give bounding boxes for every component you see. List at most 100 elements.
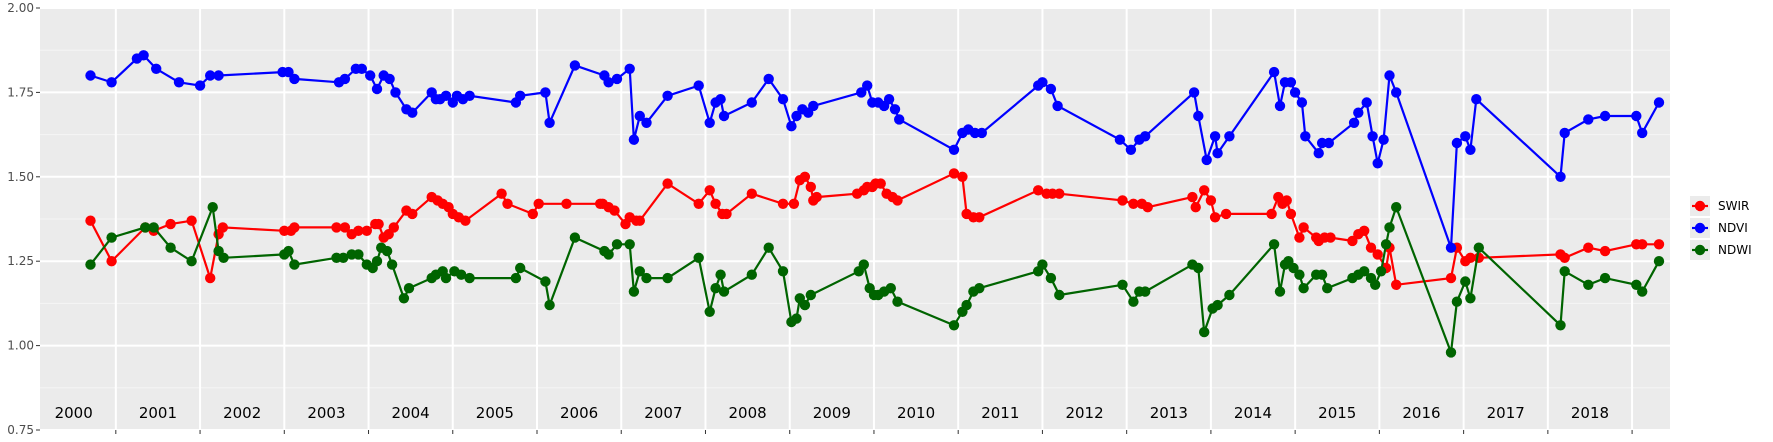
data-point-ndvi (808, 100, 819, 112)
data-point-ndwi (1322, 283, 1333, 294)
data-point-swir (1298, 222, 1309, 233)
year-label: 2005 (476, 404, 514, 422)
data-point-ndwi (440, 272, 452, 284)
data-point-swir (361, 225, 372, 236)
data-point-ndvi (1313, 148, 1324, 159)
data-point-ndvi (1471, 94, 1482, 105)
data-point-swir (561, 198, 572, 209)
data-point-swir (1365, 242, 1377, 253)
data-point-ndvi (611, 73, 623, 85)
data-point-swir (407, 208, 418, 220)
data-point-ndvi (786, 121, 797, 132)
data-point-ndvi (662, 90, 673, 102)
year-label: 2014 (1234, 404, 1272, 422)
data-point-ndwi (715, 269, 726, 280)
data-point-ndwi (1465, 293, 1476, 304)
data-point-ndwi (693, 252, 704, 263)
data-point-ndwi (1045, 272, 1057, 284)
data-point-ndvi (763, 73, 774, 85)
data-point-ndvi (356, 63, 367, 74)
data-point-swir (1033, 185, 1044, 196)
data-point-swir (1465, 252, 1476, 263)
year-label: 2018 (1571, 404, 1609, 422)
data-point-swir (1220, 208, 1232, 220)
data-point-swir (106, 256, 117, 267)
year-labels: 2000 2001 2002 2003 2004 2005 2006 2007 2008 2009… (55, 404, 1609, 422)
data-point-ndwi (398, 293, 410, 304)
data-point-ndvi (289, 73, 300, 85)
data-point-ndwi (1037, 259, 1048, 270)
y-tick-label: 1.00 (7, 339, 34, 353)
data-point-ndvi (976, 127, 987, 139)
data-point-ndvi (1274, 100, 1286, 112)
y-tick-label: 1.75 (7, 85, 34, 99)
data-point-ndvi (1052, 100, 1063, 112)
data-point-ndvi (1209, 131, 1221, 142)
data-point-ndwi (624, 239, 635, 250)
data-point-ndvi (715, 94, 726, 105)
data-point-swir (1347, 235, 1358, 247)
data-point-ndwi (1298, 283, 1309, 294)
data-point-swir (1281, 195, 1292, 206)
data-point-ndwi (218, 252, 229, 263)
data-point-ndwi (1631, 279, 1642, 290)
data-point-swir (205, 272, 216, 284)
data-point-ndvi (1212, 148, 1223, 159)
data-point-swir (805, 181, 816, 193)
data-point-swir (289, 222, 300, 233)
data-point-swir (1205, 195, 1217, 206)
data-point-ndvi (693, 80, 704, 91)
data-point-ndvi (1555, 171, 1566, 182)
data-point-ndvi (862, 80, 873, 91)
data-point-ndwi (371, 256, 383, 267)
data-point-swir (1653, 239, 1665, 250)
legend-label: SWIR (1718, 199, 1749, 213)
data-point-ndwi (763, 242, 774, 253)
data-point-swir (533, 198, 544, 209)
data-point-ndwi (338, 252, 349, 263)
data-point-ndvi (883, 94, 895, 105)
data-point-ndvi (1378, 134, 1389, 145)
data-point-ndvi (1465, 144, 1476, 155)
series-ndwi (85, 202, 1665, 358)
data-point-ndwi (634, 266, 645, 277)
data-point-ndwi (283, 245, 294, 257)
data-point-swir (85, 215, 96, 226)
data-point-swir (217, 222, 228, 233)
data-point-ndwi (1583, 279, 1594, 290)
data-point-swir (693, 198, 704, 209)
year-label: 2003 (307, 404, 345, 422)
data-point-ndvi (1224, 131, 1235, 142)
year-label: 2001 (139, 404, 177, 422)
data-point-ndvi (1300, 131, 1311, 142)
year-label: 2015 (1318, 404, 1356, 422)
data-point-ndwi (1384, 222, 1395, 233)
data-point-ndwi (386, 259, 398, 270)
data-point-ndwi (641, 272, 652, 284)
minor-gridlines (40, 49, 1670, 389)
data-point-ndvi (173, 77, 185, 88)
data-point-ndvi (151, 63, 162, 74)
data-point-ndvi (1451, 137, 1463, 149)
data-point-ndwi (710, 283, 721, 294)
data-point-swir (704, 185, 715, 196)
data-point-ndwi (207, 202, 218, 213)
legend-label: NDWI (1718, 243, 1752, 257)
series-swir (85, 168, 1665, 290)
y-tick-label: 2.00 (7, 1, 34, 15)
data-point-ndvi (1353, 107, 1364, 118)
data-point-ndwi (1128, 296, 1139, 307)
data-point-ndvi (856, 87, 867, 98)
data-point-ndvi (1125, 144, 1137, 155)
data-point-ndvi (791, 110, 802, 122)
data-point-ndvi (704, 117, 715, 128)
data-point-ndvi (85, 70, 96, 81)
data-point-swir (788, 198, 800, 209)
data-point-ndvi (894, 114, 905, 125)
data-point-ndwi (611, 239, 623, 250)
data-point-swir (1583, 242, 1594, 253)
data-point-swir (1190, 202, 1201, 213)
data-point-ndwi (777, 266, 789, 277)
data-point-swir (1359, 225, 1370, 236)
y-tick-label: 0.75 (7, 423, 34, 437)
